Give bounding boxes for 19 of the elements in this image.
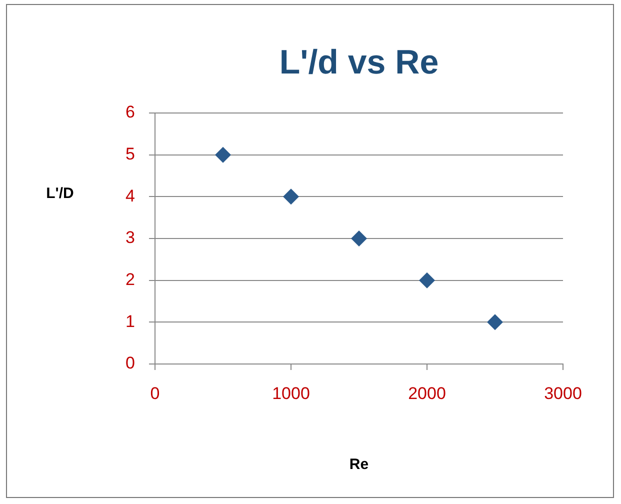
x-tick-label: 3000 bbox=[544, 384, 582, 403]
y-tick-label: 0 bbox=[126, 354, 135, 373]
y-tick-label: 5 bbox=[126, 144, 135, 164]
point bbox=[215, 146, 231, 163]
point bbox=[283, 188, 299, 205]
point bbox=[487, 314, 503, 330]
x-tick-label: 1000 bbox=[272, 384, 310, 403]
x-tick-label: 2000 bbox=[408, 384, 446, 403]
y-tick-label: 4 bbox=[126, 186, 135, 206]
chart-title: L'/d vs Re bbox=[279, 43, 439, 82]
y-tick-label: 6 bbox=[126, 102, 135, 122]
y-tick-label: 2 bbox=[126, 270, 135, 290]
y-tick-label: 3 bbox=[126, 228, 135, 248]
y-tick-label: 1 bbox=[126, 312, 135, 331]
y-axis-title: L'/D bbox=[46, 185, 74, 202]
x-tick-label: 0 bbox=[150, 384, 160, 403]
x-axis-title: Re bbox=[349, 456, 369, 474]
point bbox=[419, 272, 435, 288]
point bbox=[351, 230, 367, 246]
